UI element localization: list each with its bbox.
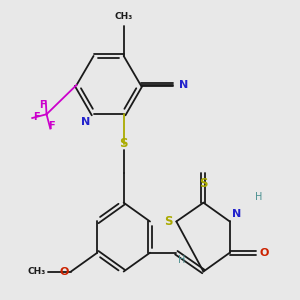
Text: N: N xyxy=(81,117,91,127)
Text: S: S xyxy=(119,137,128,150)
Text: O: O xyxy=(60,266,69,277)
Text: N: N xyxy=(178,80,188,90)
Text: CH₃: CH₃ xyxy=(27,267,45,276)
Text: CH₃: CH₃ xyxy=(115,12,133,21)
Text: F: F xyxy=(39,100,46,110)
Text: H: H xyxy=(178,255,185,265)
Text: O: O xyxy=(259,248,268,258)
Text: F: F xyxy=(48,121,55,131)
Text: S: S xyxy=(199,177,208,190)
Text: S: S xyxy=(164,215,172,228)
Text: H: H xyxy=(255,192,263,202)
Text: F: F xyxy=(33,112,40,122)
Text: N: N xyxy=(232,209,241,219)
